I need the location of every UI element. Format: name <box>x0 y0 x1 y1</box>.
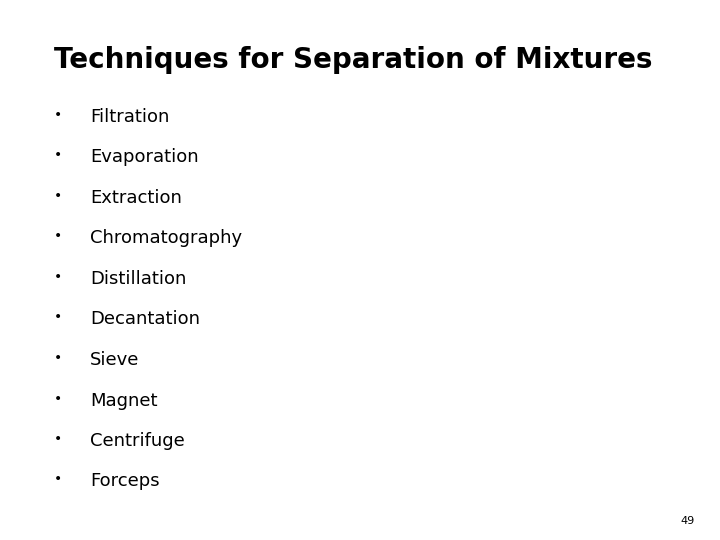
Text: Magnet: Magnet <box>90 392 158 409</box>
Text: Distillation: Distillation <box>90 270 186 288</box>
Text: •: • <box>54 472 62 487</box>
Text: •: • <box>54 432 62 446</box>
Text: •: • <box>54 189 62 203</box>
Text: Forceps: Forceps <box>90 472 160 490</box>
Text: Extraction: Extraction <box>90 189 182 207</box>
Text: Centrifuge: Centrifuge <box>90 432 185 450</box>
Text: 49: 49 <box>680 516 695 526</box>
Text: •: • <box>54 351 62 365</box>
Text: Sieve: Sieve <box>90 351 140 369</box>
Text: Decantation: Decantation <box>90 310 200 328</box>
Text: •: • <box>54 148 62 163</box>
Text: •: • <box>54 270 62 284</box>
Text: Chromatography: Chromatography <box>90 230 242 247</box>
Text: Filtration: Filtration <box>90 108 169 126</box>
Text: Evaporation: Evaporation <box>90 148 199 166</box>
Text: •: • <box>54 310 62 325</box>
Text: •: • <box>54 230 62 244</box>
Text: Techniques for Separation of Mixtures: Techniques for Separation of Mixtures <box>54 46 652 74</box>
Text: •: • <box>54 108 62 122</box>
Text: •: • <box>54 392 62 406</box>
